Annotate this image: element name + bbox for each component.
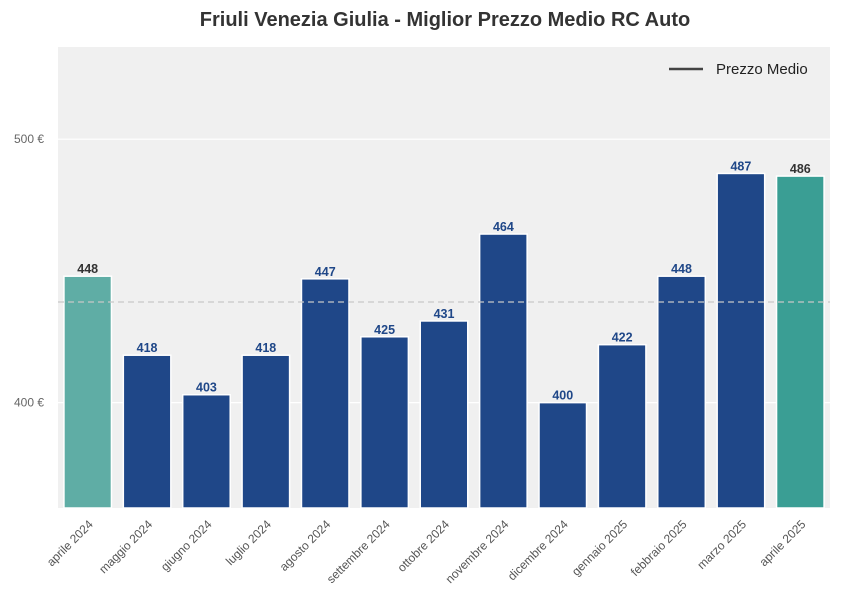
- legend: Prezzo Medio: [669, 61, 808, 78]
- bar: [716, 172, 766, 509]
- bar-value-label: 448: [77, 262, 98, 276]
- bar-value-label: 464: [493, 220, 514, 234]
- x-tick-label: novembre 2024: [443, 517, 512, 586]
- bar-value-label: 447: [315, 265, 336, 279]
- x-tick-label: aprile 2025: [757, 517, 809, 569]
- value-labels: 448 418 403 418 447 425 431 464 400 422 448 487 486: [77, 159, 811, 402]
- y-tick-label: 500 €: [14, 132, 44, 146]
- y-tick-label: 400 €: [14, 396, 44, 410]
- bar: [657, 275, 707, 509]
- bar: [478, 233, 528, 509]
- x-tick-label: dicembre 2024: [505, 517, 571, 583]
- bar: [419, 320, 469, 509]
- bar-value-label: 418: [255, 341, 276, 355]
- bar-value-label: 425: [374, 323, 395, 337]
- bar-value-label: 431: [434, 307, 455, 321]
- bar-value-label: 448: [671, 262, 692, 276]
- x-tick-label: marzo 2025: [694, 517, 749, 572]
- legend-label: Prezzo Medio: [716, 61, 808, 78]
- x-tick-label: febbraio 2025: [628, 517, 690, 579]
- x-tick-label: giugno 2024: [158, 517, 215, 574]
- bar: [775, 175, 825, 509]
- bar-value-label: 418: [137, 341, 158, 355]
- x-tick-label: aprile 2024: [44, 517, 96, 569]
- bar: [597, 343, 647, 509]
- bar-value-label: 486: [790, 162, 811, 176]
- bar-value-label: 400: [552, 389, 573, 403]
- bar: [122, 354, 172, 509]
- bar: [241, 354, 291, 509]
- x-axis-ticks: aprile 2024 maggio 2024 giugno 2024 luglio …: [44, 517, 809, 586]
- bar: [63, 275, 113, 509]
- bars: [63, 172, 825, 509]
- x-tick-label: luglio 2024: [223, 517, 274, 568]
- x-tick-label: settembre 2024: [324, 517, 393, 586]
- bar-value-label: 487: [730, 159, 751, 173]
- x-tick-label: ottobre 2024: [395, 517, 453, 575]
- bar-value-label: 422: [612, 331, 633, 345]
- x-tick-label: agosto 2024: [277, 517, 334, 574]
- y-axis-ticks: 400 € 500 €: [14, 132, 44, 409]
- x-tick-label: maggio 2024: [96, 517, 155, 576]
- bar: [300, 278, 350, 509]
- bar: [538, 401, 588, 509]
- bar: [181, 393, 231, 509]
- bar: [360, 336, 410, 509]
- chart-title: Friuli Venezia Giulia - Miglior Prezzo M…: [200, 9, 690, 31]
- x-tick-label: gennaio 2025: [569, 517, 631, 579]
- bar-value-label: 403: [196, 381, 217, 395]
